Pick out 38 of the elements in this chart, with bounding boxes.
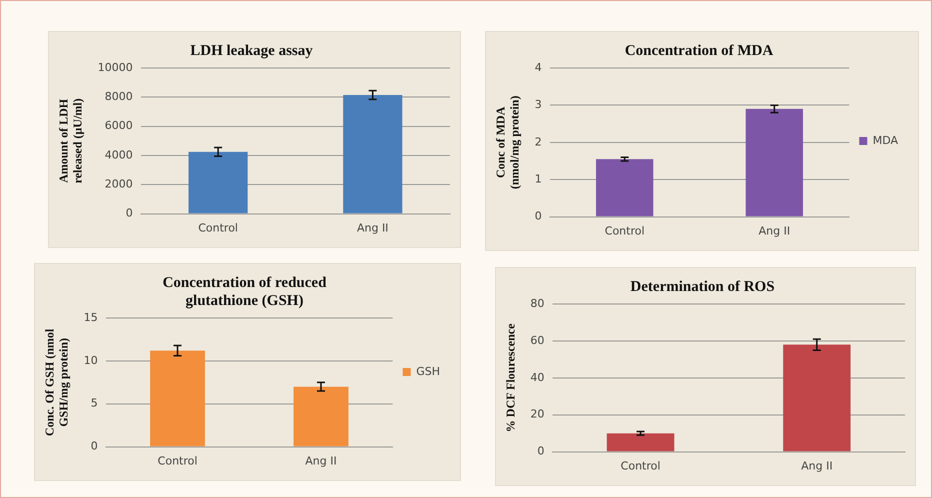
y-tick-label: 3 [534, 98, 542, 112]
y-axis-title: Conc of MDA (nmol/mg protein) [493, 96, 522, 190]
y-axis-title: Amount of LDH released (µU/ml) [56, 98, 85, 184]
y-tick-label: 1 [534, 172, 542, 186]
y-tick-label: 20 [530, 408, 544, 421]
y-axis-title: % DCF Flourescence [503, 322, 518, 432]
y-tick-label: 4000 [104, 148, 133, 162]
x-tick-label: Ang II [801, 459, 833, 472]
y-tick-label: 0 [534, 210, 542, 223]
y-tick-label: 6000 [104, 119, 133, 132]
legend-label: MDA [872, 134, 898, 147]
y-tick-label: 15 [84, 310, 98, 324]
y-tick-label: 40 [530, 370, 544, 384]
y-tick-label: 0 [537, 444, 544, 458]
x-tick-label: Ang II [356, 221, 388, 234]
y-tick-label: 2000 [104, 178, 133, 190]
y-tick-label: 5 [90, 396, 98, 410]
chart-title: LDH leakage assay [190, 42, 314, 59]
x-tick-label: Control [198, 221, 238, 234]
x-tick-label: Control [158, 454, 198, 468]
x-tick-label: Ang II [305, 454, 337, 468]
legend-label: GSH [416, 364, 440, 378]
chart-title: Concentration of MDA [624, 42, 774, 59]
y-tick-label: 2 [534, 135, 542, 148]
y-tick-label: 80 [530, 296, 544, 310]
y-tick-label: 8000 [104, 90, 133, 104]
y-axis-title: Conc. Of GSH (nmol GSH/mg protein) [42, 328, 71, 436]
chart-title: Concentration of reduced glutathione (GSH) [162, 274, 328, 309]
x-tick-label: Control [604, 224, 645, 238]
x-tick-label: Control [620, 459, 660, 472]
x-tick-label: Ang II [758, 224, 790, 238]
y-tick-label: 10 [84, 354, 98, 367]
y-tick-label: 10000 [98, 60, 133, 74]
y-tick-label: 60 [530, 334, 544, 347]
y-tick-label: 4 [534, 60, 542, 74]
chart-title: Determination of ROS [630, 278, 775, 295]
y-tick-label: 0 [126, 206, 133, 220]
y-tick-label: 0 [90, 440, 98, 453]
